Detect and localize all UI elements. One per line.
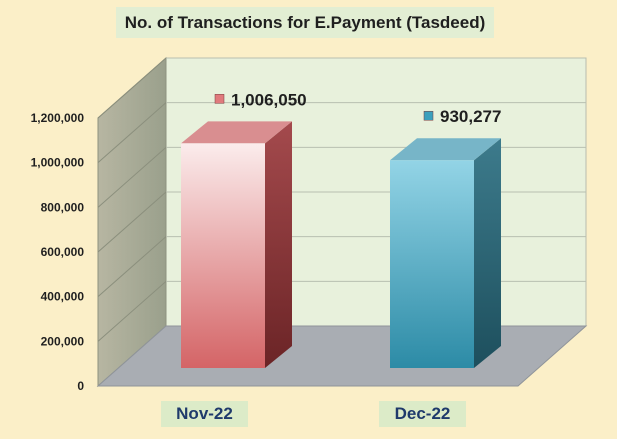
bar-top-Nov-22: [181, 121, 292, 144]
category-label-nov-22: Nov-22: [161, 401, 248, 427]
y-tick-label: 600,000: [41, 245, 85, 259]
bar-side-Nov-22: [265, 121, 292, 369]
bars: [181, 121, 501, 369]
y-tick-label: 1,000,000: [31, 156, 85, 170]
data-label-marker: [423, 110, 434, 121]
data-label-marker: [214, 94, 225, 104]
gridline-side: [97, 57, 167, 119]
y-axis-ticks: 0 200,000 400,000 600,000 800,000 1,000,000 1,…: [31, 111, 85, 393]
gridline-side: [97, 102, 167, 164]
chart-title: No. of Transactions for E.Payment (Tasde…: [116, 7, 494, 38]
category-label-dec-22: Dec-22: [379, 401, 466, 427]
y-tick-label: 1,200,000: [31, 111, 85, 125]
data-label-Nov-22: 1,006,050: [231, 90, 307, 109]
y-tick-label: 400,000: [41, 290, 85, 304]
bar-Nov-22: [181, 143, 265, 368]
y-tick-label: 200,000: [41, 334, 85, 348]
gridline-side: [97, 236, 167, 298]
bar-side-Dec-22: [474, 138, 501, 368]
gridline-side: [97, 280, 167, 342]
floor: [96, 325, 588, 387]
bar-Dec-22: [390, 160, 474, 368]
bar-top-Dec-22: [390, 138, 501, 161]
data-labels: 1,006,050 930,277: [214, 90, 501, 126]
gridline-side: [97, 146, 167, 208]
gridline-side: [97, 191, 167, 253]
y-tick-label: 0: [77, 379, 84, 393]
data-label-Dec-22: 930,277: [440, 107, 501, 126]
y-tick-label: 800,000: [41, 200, 85, 214]
